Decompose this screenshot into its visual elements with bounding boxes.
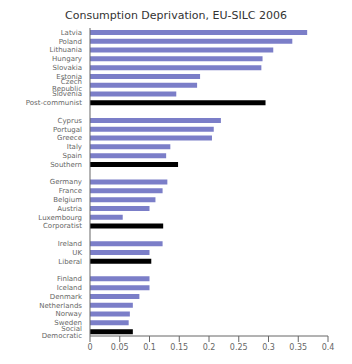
svg-text:Iceland: Iceland	[57, 284, 82, 292]
svg-text:0.25: 0.25	[230, 343, 248, 352]
svg-text:0.3: 0.3	[262, 343, 275, 352]
svg-text:Slovenia: Slovenia	[52, 90, 82, 98]
svg-text:Corporatist: Corporatist	[43, 222, 82, 230]
svg-text:Southern: Southern	[50, 161, 82, 169]
svg-text:Spain: Spain	[62, 152, 82, 160]
svg-text:Liberal: Liberal	[58, 258, 82, 266]
svg-text:Cyprus: Cyprus	[58, 117, 83, 125]
svg-text:0.2: 0.2	[203, 343, 216, 352]
svg-text:Poland: Poland	[59, 38, 82, 46]
svg-text:Latvia: Latvia	[61, 29, 82, 37]
svg-text:Post-communist: Post-communist	[26, 99, 82, 107]
svg-text:0.05: 0.05	[111, 343, 129, 352]
svg-text:Luxembourg: Luxembourg	[38, 214, 82, 222]
svg-text:Germany: Germany	[50, 178, 82, 186]
svg-text:Slovakia: Slovakia	[53, 64, 82, 72]
svg-text:0.15: 0.15	[170, 343, 188, 352]
svg-text:Finland: Finland	[57, 275, 82, 283]
svg-text:Italy: Italy	[67, 143, 82, 151]
svg-text:Norway: Norway	[55, 310, 82, 318]
svg-text:0.1: 0.1	[143, 343, 156, 352]
svg-text:Denmark: Denmark	[50, 293, 83, 301]
svg-text:Austria: Austria	[57, 205, 82, 213]
svg-text:Ireland: Ireland	[58, 240, 82, 248]
svg-text:Portugal: Portugal	[53, 126, 82, 134]
svg-text:Hungary: Hungary	[52, 55, 82, 63]
svg-text:UK: UK	[72, 249, 82, 257]
svg-text:0.4: 0.4	[322, 343, 335, 352]
svg-text:Lithuania: Lithuania	[50, 46, 82, 54]
svg-text:0.35: 0.35	[289, 343, 307, 352]
svg-text:Netherlands: Netherlands	[39, 302, 82, 310]
svg-text:Greece: Greece	[57, 134, 82, 142]
svg-text:0: 0	[87, 343, 92, 352]
svg-text:SocialDemocratic: SocialDemocratic	[42, 325, 83, 340]
svg-text:Belgium: Belgium	[53, 196, 82, 204]
svg-text:France: France	[59, 187, 82, 195]
